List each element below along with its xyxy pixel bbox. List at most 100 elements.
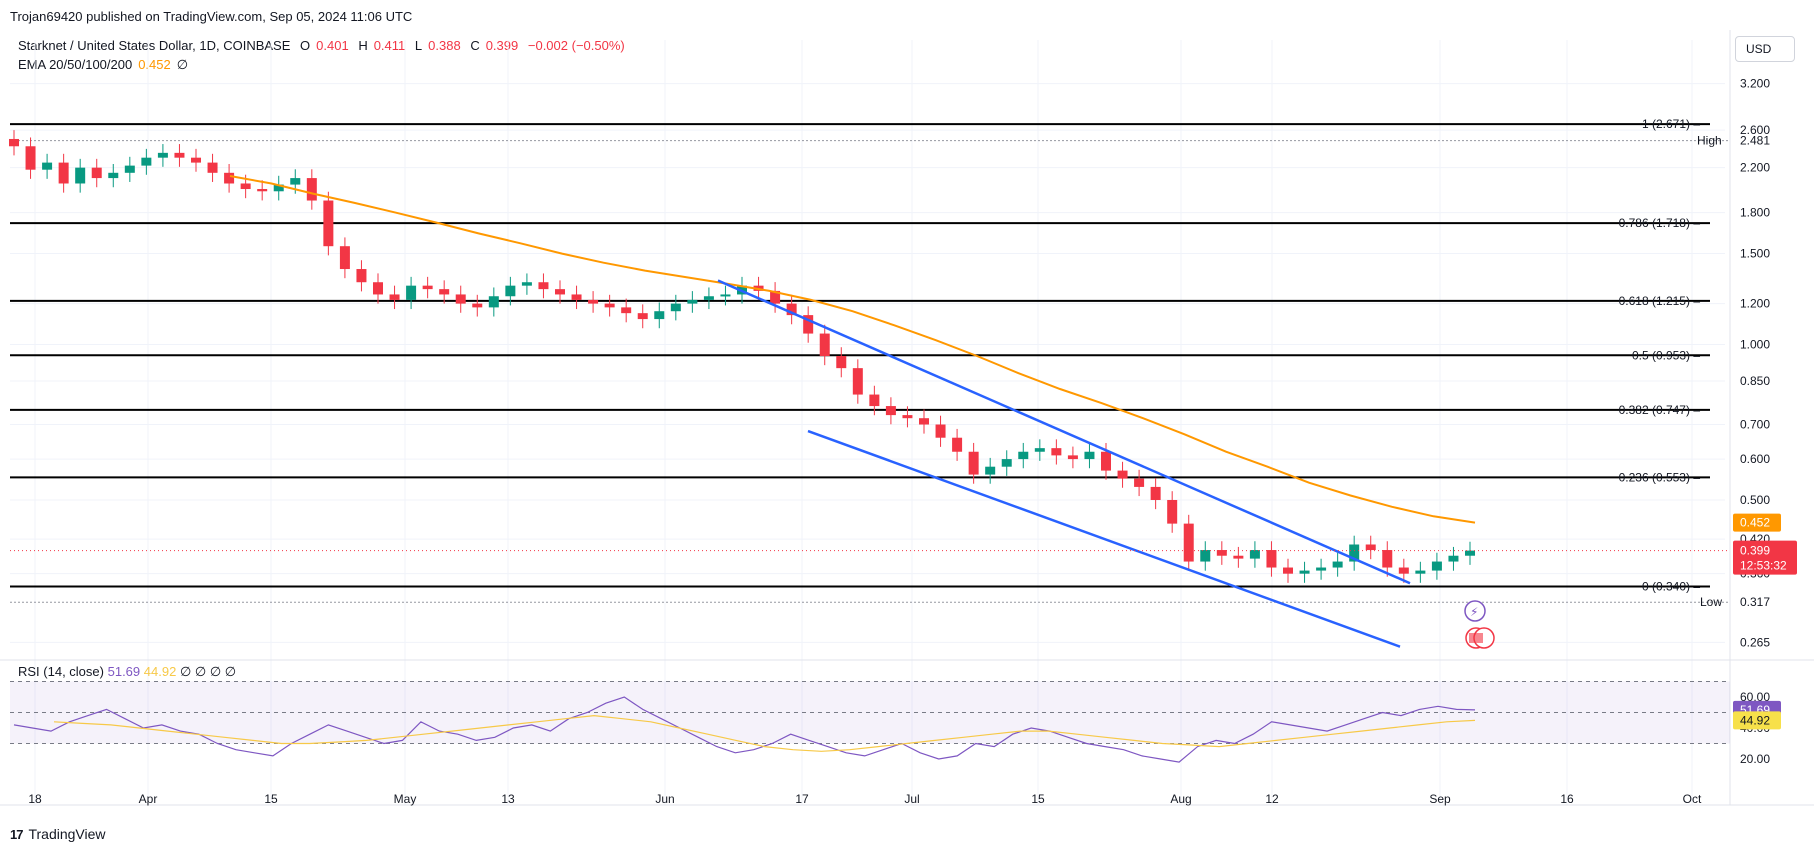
- candle-body: [819, 333, 830, 357]
- candle-body: [1249, 550, 1260, 559]
- time-axis: 18 Apr 15 May 13 Jun 17 Jul 15 Aug 12 Sep 16 Oct: [0, 792, 1814, 806]
- candle-body: [1266, 550, 1277, 568]
- candle-body: [836, 356, 847, 369]
- price-chart[interactable]: 1 (2.671) – 0.786 (1.718) – 0.618 (1.215) …: [0, 30, 1814, 820]
- candle-body: [720, 294, 731, 297]
- rsi-tick-label: 60.00: [1740, 690, 1770, 704]
- candle-body: [1167, 499, 1178, 524]
- candle-body: [637, 313, 648, 320]
- ema-price-label: 0.452: [1740, 516, 1770, 530]
- x-tick-label: 16: [1560, 792, 1574, 806]
- candle-body: [1200, 550, 1211, 562]
- low-label: Low: [1700, 595, 1722, 609]
- candle-body: [521, 282, 532, 286]
- rsi-ma-label: 44.92: [1740, 713, 1770, 727]
- candle-body: [935, 424, 946, 438]
- rsi-label: RSI (14, close): [18, 664, 104, 679]
- fib-label: 0.5 (0.953) –: [1632, 348, 1700, 362]
- x-tick-label: Sep: [1429, 792, 1451, 806]
- candle-body: [786, 303, 797, 316]
- candle-body: [389, 294, 400, 300]
- candle-body: [1398, 567, 1409, 574]
- candle-body: [1117, 470, 1128, 479]
- high-label: High: [1697, 134, 1722, 148]
- low-value: 0.317: [1740, 595, 1770, 609]
- candle-body: [1448, 555, 1459, 562]
- candle-body: [191, 157, 201, 163]
- candle-body: [1431, 561, 1442, 571]
- candle-body: [985, 466, 996, 475]
- candle-body: [538, 282, 549, 290]
- y-tick-label: 1.000: [1740, 338, 1770, 352]
- ema-price-marker: [1733, 513, 1781, 532]
- candle-body: [1067, 455, 1078, 460]
- candle-body: [439, 289, 450, 295]
- event-icons: ⚡: [1464, 600, 1495, 649]
- candle-body: [240, 183, 251, 190]
- candle-body: [174, 152, 185, 158]
- candle-body: [141, 157, 152, 166]
- ema-legend: EMA 20/50/100/200 0.452 ∅: [18, 57, 194, 73]
- candle-body: [124, 165, 135, 173]
- candle-body: [1051, 448, 1062, 456]
- x-tick-label: 18: [28, 792, 42, 806]
- candle-body: [885, 406, 896, 416]
- candle-body: [1018, 451, 1029, 460]
- candle-body: [852, 368, 863, 395]
- y-tick-label: 1.500: [1740, 247, 1770, 261]
- candle-body: [588, 299, 599, 304]
- x-tick-label: Oct: [1683, 792, 1702, 806]
- candle-body: [1084, 451, 1095, 460]
- y-tick-label: 1.200: [1740, 297, 1770, 311]
- candle-body: [224, 172, 235, 184]
- candle-body: [1216, 550, 1227, 556]
- candle-body: [1365, 544, 1376, 551]
- candle-body: [670, 303, 681, 312]
- fib-label: 0.382 (0.747) –: [1619, 403, 1701, 417]
- fib-label: 0.618 (1.215) –: [1619, 294, 1701, 308]
- tradingview-logo-icon: 17: [10, 826, 24, 842]
- candle-body: [1316, 567, 1327, 571]
- x-tick-label: Jun: [655, 792, 674, 806]
- candle-body: [621, 307, 632, 314]
- y-tick-label: 0.500: [1740, 493, 1770, 507]
- candle-body: [505, 285, 516, 297]
- rsi-tick-label: 20.00: [1740, 752, 1770, 766]
- candle-body: [604, 303, 615, 308]
- symbol-name: Starknet / United States Dollar, 1D, COI…: [18, 38, 291, 53]
- bolt-glyph: ⚡: [1470, 605, 1478, 619]
- x-tick-label: 15: [264, 792, 278, 806]
- candle-body: [339, 246, 350, 270]
- x-tick-label: 15: [1031, 792, 1045, 806]
- candles: [9, 130, 1475, 583]
- currency-button[interactable]: USD: [1735, 36, 1795, 62]
- candle-body: [571, 294, 582, 300]
- candle-body: [703, 296, 714, 300]
- fib-label: 0.236 (0.553) –: [1619, 470, 1701, 484]
- candle-body: [1233, 555, 1244, 559]
- candle-body: [1349, 544, 1360, 562]
- last-price-marker: [1733, 540, 1797, 575]
- candle-body: [1001, 459, 1012, 467]
- candle-body: [207, 162, 218, 173]
- fib-levels: 1 (2.671) – 0.786 (1.718) – 0.618 (1.215) …: [10, 117, 1730, 609]
- candle-body: [9, 138, 19, 147]
- fib-label: 0 (0.340) –: [1642, 579, 1700, 593]
- candle-body: [1299, 570, 1310, 574]
- candle-body: [1382, 550, 1393, 568]
- y-tick-label: 0.265: [1740, 635, 1770, 649]
- candle-body: [1332, 561, 1343, 568]
- candle-body: [91, 167, 102, 179]
- candle-body: [108, 172, 119, 179]
- fib-label: 0.786 (1.718) –: [1619, 216, 1701, 230]
- candle-body: [803, 315, 814, 334]
- candle-body: [406, 285, 417, 300]
- y-tick-label: 1.800: [1740, 206, 1770, 220]
- candle-body: [373, 282, 383, 295]
- fib-label: 1 (2.671) –: [1642, 117, 1700, 131]
- candle-body: [1101, 451, 1111, 471]
- ema-line: [229, 175, 1476, 524]
- rsi-ma-line: [53, 714, 1476, 752]
- candle-body: [290, 178, 301, 185]
- candle-body: [1034, 448, 1045, 452]
